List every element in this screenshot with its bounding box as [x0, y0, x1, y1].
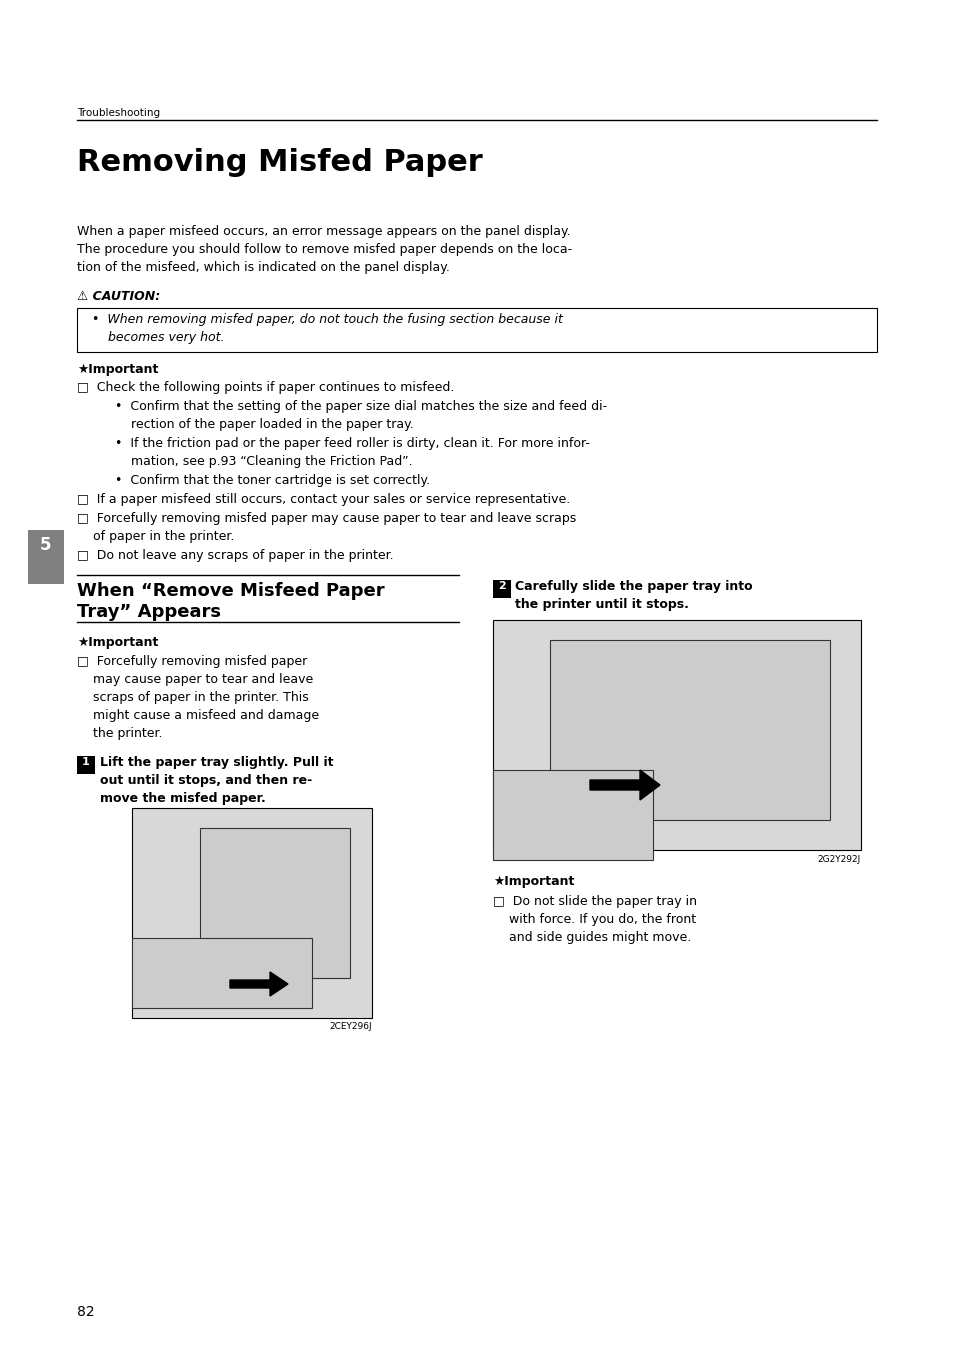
Text: mation, see p.93 “Cleaning the Friction Pad”.: mation, see p.93 “Cleaning the Friction …: [115, 455, 413, 467]
Text: Tray” Appears: Tray” Appears: [77, 603, 221, 621]
Bar: [77, 757, 95, 774]
Bar: [28, 530, 64, 584]
Bar: [550, 640, 829, 820]
Text: When “Remove Misfeed Paper: When “Remove Misfeed Paper: [77, 582, 384, 600]
Text: of paper in the printer.: of paper in the printer.: [77, 530, 234, 543]
Text: Troubleshooting: Troubleshooting: [77, 108, 160, 118]
Text: □  Do not leave any scraps of paper in the printer.: □ Do not leave any scraps of paper in th…: [77, 549, 394, 562]
Text: 82: 82: [77, 1305, 94, 1319]
Text: move the misfed paper.: move the misfed paper.: [100, 792, 266, 805]
Bar: [493, 580, 511, 598]
Polygon shape: [589, 770, 659, 800]
Text: Lift the paper tray slightly. Pull it: Lift the paper tray slightly. Pull it: [100, 757, 334, 769]
Polygon shape: [230, 971, 288, 996]
Text: □  If a paper misfeed still occurs, contact your sales or service representative: □ If a paper misfeed still occurs, conta…: [77, 493, 570, 507]
Text: □  Do not slide the paper tray in: □ Do not slide the paper tray in: [493, 894, 697, 908]
Text: 1: 1: [82, 757, 90, 767]
Bar: [493, 620, 861, 850]
Text: ⚠ CAUTION:: ⚠ CAUTION:: [77, 290, 160, 303]
Text: rection of the paper loaded in the paper tray.: rection of the paper loaded in the paper…: [115, 417, 414, 431]
Text: 2G2Y292J: 2G2Y292J: [817, 855, 861, 865]
Text: might cause a misfeed and damage: might cause a misfeed and damage: [77, 709, 319, 721]
Text: The procedure you should follow to remove misfed paper depends on the loca-: The procedure you should follow to remov…: [77, 243, 572, 255]
Text: ★Important: ★Important: [77, 636, 158, 648]
Text: out until it stops, and then re-: out until it stops, and then re-: [100, 774, 312, 788]
Bar: [77, 308, 876, 353]
Text: scraps of paper in the printer. This: scraps of paper in the printer. This: [77, 690, 309, 704]
Text: When a paper misfeed occurs, an error message appears on the panel display.: When a paper misfeed occurs, an error me…: [77, 226, 570, 238]
Text: □  Check the following points if paper continues to misfeed.: □ Check the following points if paper co…: [77, 381, 454, 394]
Text: 2CEY296J: 2CEY296J: [329, 1021, 372, 1031]
Text: Carefully slide the paper tray into: Carefully slide the paper tray into: [515, 580, 752, 593]
Text: •  Confirm that the setting of the paper size dial matches the size and feed di-: • Confirm that the setting of the paper …: [115, 400, 606, 413]
Bar: [493, 770, 652, 861]
Text: •  When removing misfed paper, do not touch the fusing section because it: • When removing misfed paper, do not tou…: [91, 313, 562, 326]
Text: Removing Misfed Paper: Removing Misfed Paper: [77, 149, 482, 177]
Text: becomes very hot.: becomes very hot.: [91, 331, 224, 345]
Text: ★Important: ★Important: [493, 875, 574, 888]
Text: and side guides might move.: and side guides might move.: [493, 931, 691, 944]
Text: tion of the misfeed, which is indicated on the panel display.: tion of the misfeed, which is indicated …: [77, 261, 450, 274]
Text: •  If the friction pad or the paper feed roller is dirty, clean it. For more inf: • If the friction pad or the paper feed …: [115, 436, 589, 450]
Text: 5: 5: [40, 536, 51, 554]
Text: □  Forcefully removing misfed paper: □ Forcefully removing misfed paper: [77, 655, 307, 667]
Text: 2: 2: [497, 581, 505, 590]
Text: the printer.: the printer.: [77, 727, 162, 740]
Text: •  Confirm that the toner cartridge is set correctly.: • Confirm that the toner cartridge is se…: [115, 474, 430, 486]
Bar: [132, 938, 312, 1008]
Text: □  Forcefully removing misfed paper may cause paper to tear and leave scraps: □ Forcefully removing misfed paper may c…: [77, 512, 576, 526]
Text: with force. If you do, the front: with force. If you do, the front: [493, 913, 696, 925]
Text: the printer until it stops.: the printer until it stops.: [515, 598, 688, 611]
Text: may cause paper to tear and leave: may cause paper to tear and leave: [77, 673, 313, 686]
Text: ★Important: ★Important: [77, 363, 158, 376]
Bar: [200, 828, 350, 978]
Bar: [132, 808, 372, 1019]
